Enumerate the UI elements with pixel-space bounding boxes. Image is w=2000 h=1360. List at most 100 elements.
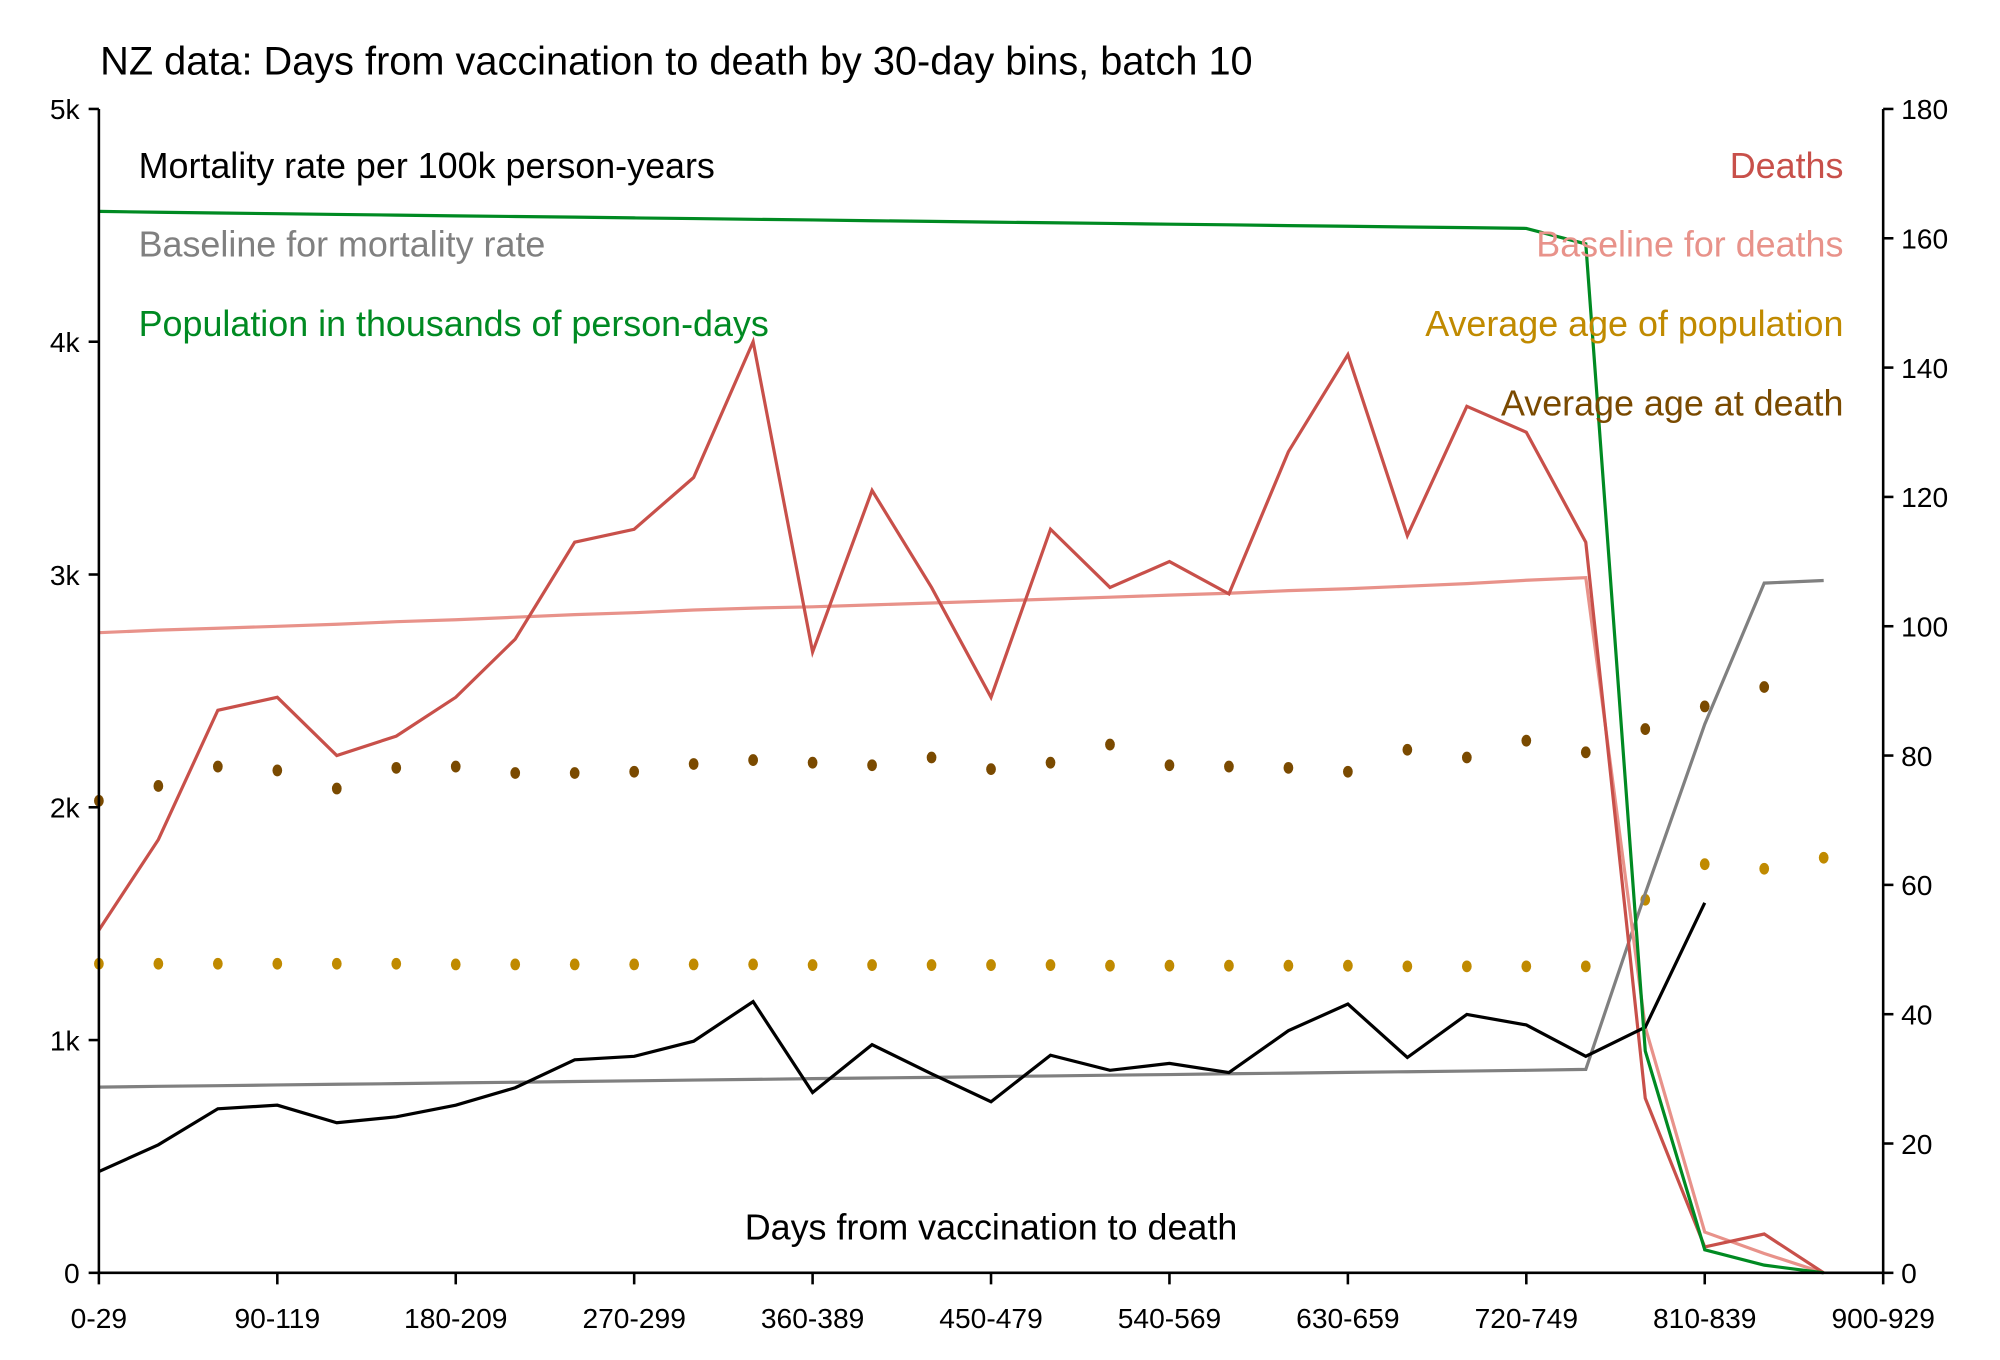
data-point-average-age-of-population — [1818, 851, 1829, 864]
data-point-average-age-of-population — [1164, 959, 1175, 972]
series-line-baseline-for-deaths — [98, 576, 1825, 1275]
x-tick-label: 900-929 — [1831, 1302, 1934, 1334]
legend-deaths: Deaths — [1730, 146, 1844, 186]
series-line-deaths — [97, 336, 1825, 1275]
right-tick-label: 160 — [1901, 223, 1948, 255]
x-tick-label: 360-389 — [761, 1302, 864, 1334]
data-point-average-age-at-death — [1402, 743, 1413, 756]
x-axis-label: Days from vaccination to death — [745, 1208, 1238, 1248]
data-point-average-age-of-population — [1461, 960, 1472, 973]
data-point-average-age-of-population — [1699, 858, 1710, 871]
data-point-average-age-at-death — [510, 767, 521, 779]
data-point-average-age-of-population — [1521, 960, 1532, 973]
data-point-average-age-of-population — [688, 958, 699, 971]
right-tick-label: 20 — [1901, 1128, 1932, 1160]
data-point-average-age-of-population — [212, 957, 223, 970]
data-point-average-age-at-death — [807, 756, 818, 769]
data-point-average-age-at-death — [1640, 723, 1651, 735]
data-point-average-age-at-death — [212, 760, 223, 773]
chart-title: NZ data: Days from vaccination to death … — [100, 39, 1252, 83]
data-point-average-age-of-population — [391, 957, 402, 970]
right-tick-label: 120 — [1901, 481, 1948, 513]
data-point-average-age-of-population — [986, 959, 996, 971]
data-point-average-age-of-population — [807, 959, 818, 971]
legend-baseline-deaths: Baseline for deaths — [1536, 224, 1843, 264]
left-tick-label: 5k — [50, 93, 81, 125]
data-point-average-age-at-death — [1224, 760, 1234, 773]
data-point-average-age-at-death — [1580, 746, 1591, 759]
data-point-average-age-of-population — [1045, 959, 1056, 971]
data-point-average-age-of-population — [331, 957, 342, 970]
data-point-average-age-at-death — [1283, 761, 1294, 774]
data-point-average-age-of-population — [153, 957, 164, 970]
right-tick-label: 140 — [1901, 352, 1948, 384]
data-point-average-age-at-death — [688, 758, 699, 770]
data-point-average-age-at-death — [153, 780, 164, 792]
data-point-average-age-at-death — [1343, 765, 1353, 778]
data-point-average-age-of-population — [510, 958, 521, 971]
data-point-average-age-at-death — [450, 760, 461, 773]
data-point-average-age-of-population — [272, 957, 283, 970]
left-tick-label: 1k — [50, 1024, 81, 1056]
x-tick-label: 90-119 — [234, 1302, 320, 1334]
right-tick-label: 180 — [1901, 93, 1948, 125]
legend: Mortality rate per 100k person-years Bas… — [139, 146, 1844, 423]
data-point-average-age-of-population — [1283, 959, 1294, 972]
data-point-average-age-of-population — [748, 958, 758, 971]
data-point-average-age-of-population — [1105, 959, 1115, 972]
x-tick-label: 0-29 — [71, 1302, 127, 1334]
data-point-average-age-at-death — [391, 761, 402, 774]
x-tick-label: 720-749 — [1475, 1302, 1578, 1334]
data-point-average-age-of-population — [1580, 960, 1591, 973]
legend-average-age-population: Average age of population — [1425, 304, 1843, 344]
x-tick-label: 270-299 — [582, 1302, 685, 1334]
axis-ticks: 0 1k 2k 3k 4k 5k 0 20 40 60 80 100 120 140 160 180 0-29 9… — [50, 93, 1948, 1334]
x-tick-label: 450-479 — [939, 1302, 1042, 1334]
left-tick-label: 0 — [64, 1257, 80, 1289]
data-point-average-age-at-death — [986, 763, 996, 776]
legend-average-age-death: Average age at death — [1501, 383, 1843, 423]
data-point-average-age-of-population — [1224, 959, 1234, 972]
x-tick-label: 180-209 — [404, 1302, 507, 1334]
legend-mortality-rate: Mortality rate per 100k person-years — [139, 146, 715, 186]
data-point-average-age-at-death — [1699, 700, 1710, 713]
data-point-average-age-at-death — [926, 751, 937, 764]
right-tick-label: 80 — [1901, 740, 1932, 772]
series-line-mortality-rate-per-100k-person-years — [98, 902, 1707, 1174]
right-tick-label: 0 — [1901, 1257, 1917, 1289]
data-point-average-age-at-death — [272, 764, 283, 777]
legend-population: Population in thousands of person-days — [139, 304, 769, 344]
data-point-average-age-at-death — [1759, 681, 1770, 693]
x-tick-label: 540-569 — [1118, 1302, 1221, 1334]
left-tick-label: 3k — [50, 559, 81, 591]
data-point-average-age-at-death — [569, 767, 580, 779]
data-point-average-age-at-death — [1461, 751, 1472, 764]
data-point-average-age-of-population — [926, 959, 937, 971]
data-point-average-age-at-death — [629, 765, 640, 778]
data-point-average-age-at-death — [1045, 756, 1056, 769]
data-point-average-age-at-death — [748, 754, 758, 766]
right-tick-label: 40 — [1901, 998, 1932, 1030]
left-tick-label: 2k — [50, 792, 81, 824]
data-point-average-age-of-population — [1402, 960, 1413, 973]
left-tick-label: 4k — [50, 326, 81, 358]
series-line-population-in-thousands-of-person-days — [98, 209, 1824, 1275]
data-point-average-age-of-population — [450, 958, 461, 971]
data-point-average-age-of-population — [629, 958, 640, 971]
series-line-baseline-for-mortality-rate — [98, 578, 1824, 1089]
data-point-average-age-of-population — [569, 958, 580, 971]
plot-area — [94, 209, 1829, 1275]
data-point-average-age-at-death — [1521, 734, 1532, 747]
data-point-average-age-at-death — [1164, 759, 1175, 772]
right-tick-label: 60 — [1901, 869, 1932, 901]
data-point-average-age-at-death — [331, 782, 342, 795]
data-point-average-age-of-population — [867, 959, 877, 971]
x-tick-label: 630-659 — [1296, 1302, 1399, 1334]
right-tick-label: 100 — [1901, 610, 1948, 642]
data-point-average-age-at-death — [1105, 738, 1115, 751]
x-tick-label: 810-839 — [1653, 1302, 1756, 1334]
data-point-average-age-of-population — [1343, 959, 1353, 972]
legend-baseline-mortality: Baseline for mortality rate — [139, 224, 546, 264]
data-point-average-age-of-population — [1759, 862, 1770, 875]
